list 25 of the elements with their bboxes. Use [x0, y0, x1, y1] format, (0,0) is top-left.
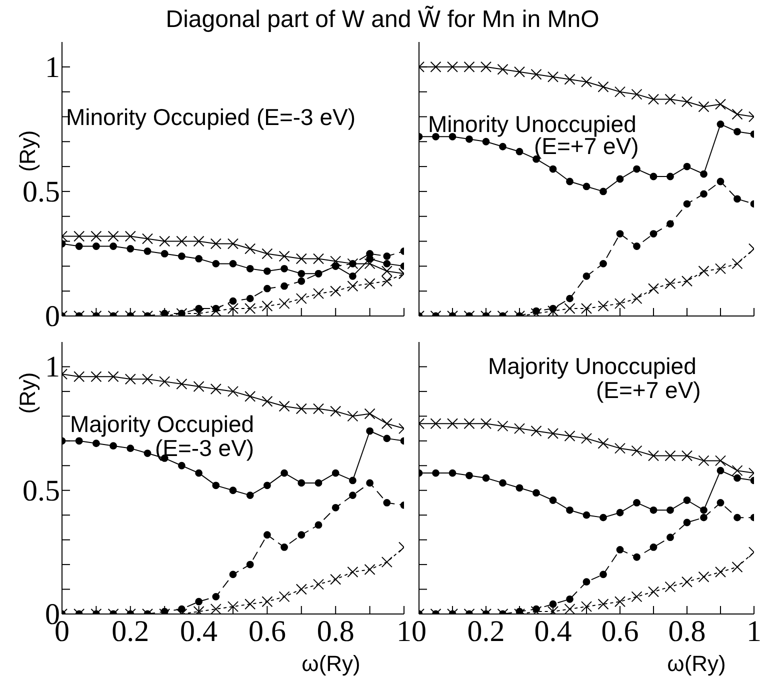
- x-tick-label: 0.8: [316, 615, 354, 648]
- x-axis-title: ω(Ry): [302, 651, 360, 676]
- y-axis-title: (Ry): [14, 130, 40, 172]
- annotation: Majority Occupied: [70, 411, 254, 438]
- x-tick-label: 1: [396, 615, 412, 648]
- x-tick-label: 0.6: [601, 615, 639, 648]
- y-axis-title: (Ry): [14, 372, 40, 414]
- annotation: Majority Unoccupied: [488, 353, 696, 380]
- x-tick-label: 0.2: [467, 615, 505, 648]
- chart-title: Diagonal part of W and W̃ for Mn in MnO: [164, 6, 600, 34]
- annotation: Minority Unoccupied: [428, 111, 636, 137]
- x-axis-title: ω(Ry): [667, 651, 726, 676]
- x-tick-label: 0.2: [112, 615, 150, 648]
- x-tick-label: 0.4: [180, 615, 218, 648]
- y-tick-label: 1: [45, 350, 60, 384]
- annotation: Minority Occupied (E=-3 eV): [66, 104, 356, 131]
- x-tick-label: 0: [412, 615, 426, 648]
- y-tick-label: 0: [45, 300, 60, 333]
- x-tick-label: 0.4: [534, 615, 572, 648]
- y-tick-label: 1: [45, 50, 60, 84]
- x-tick-label: 1: [746, 615, 762, 648]
- y-tick-label: 0.5: [22, 175, 60, 208]
- x-tick-label: 0.6: [248, 615, 286, 648]
- x-tick-label: 0.8: [668, 615, 706, 648]
- y-tick-label: 0.5: [22, 474, 60, 508]
